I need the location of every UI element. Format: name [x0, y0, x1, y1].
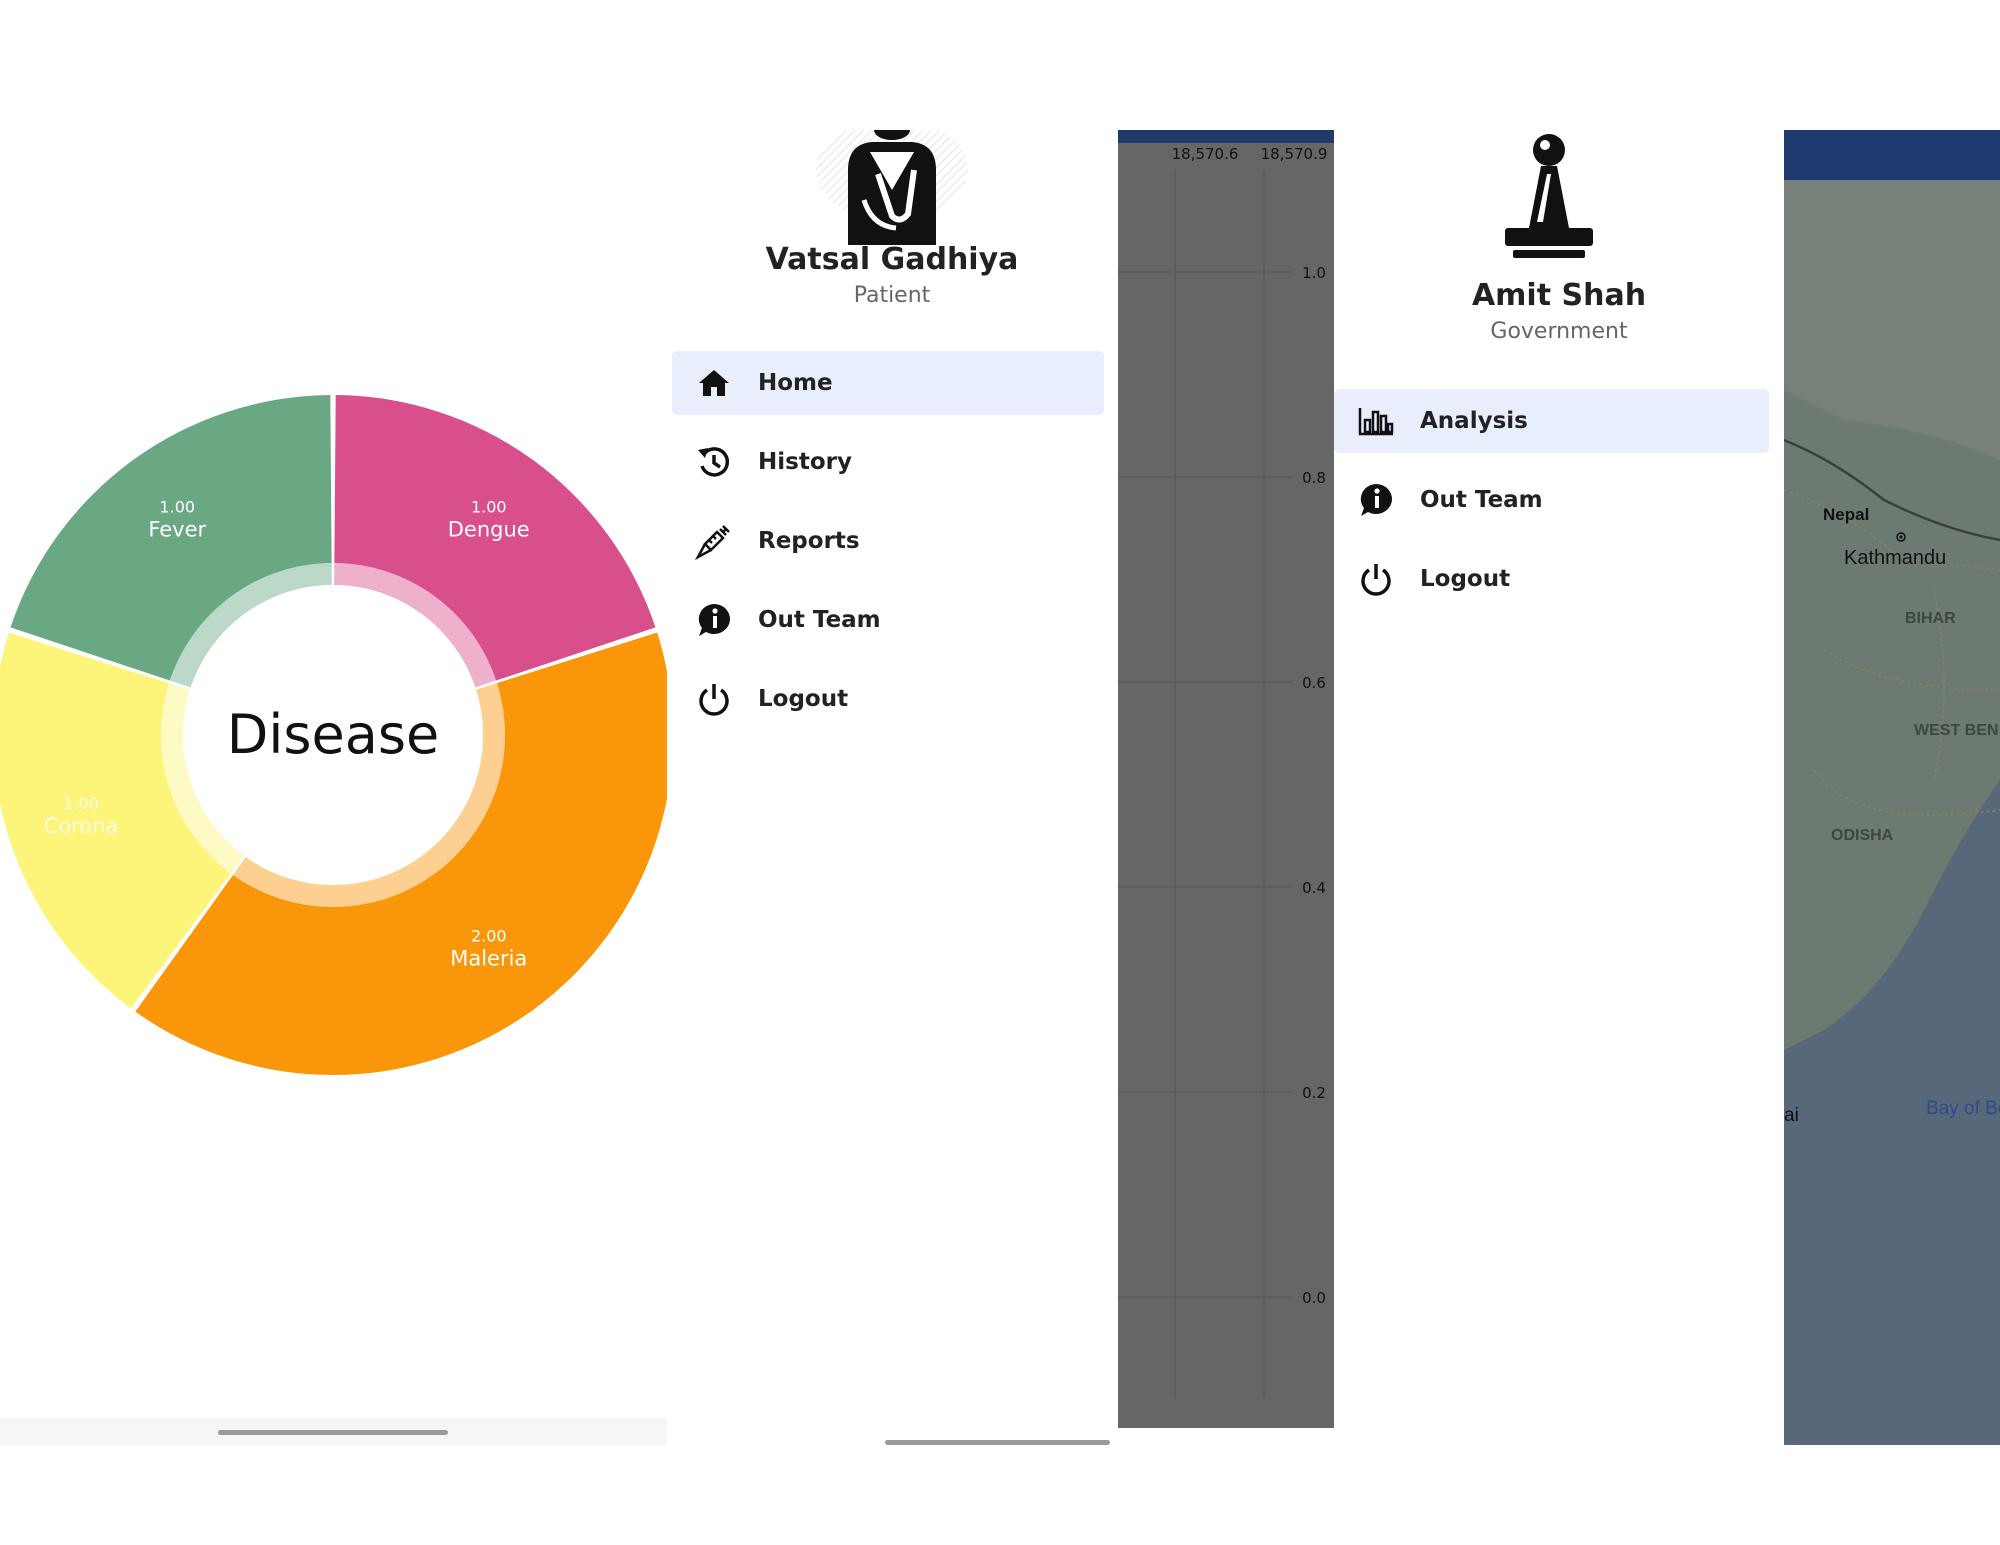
slice-value-label: 1.00 [159, 498, 195, 517]
graph-y-tick-label: 1.0 [1302, 264, 1326, 282]
graph-y-tick-label: 0.2 [1302, 1084, 1326, 1102]
government-menu: Analysis Out Team Logout [1334, 389, 1769, 626]
home-indicator[interactable] [218, 1430, 448, 1435]
power-icon [694, 679, 734, 719]
syringe-icon [694, 521, 734, 561]
donut-slice-corona[interactable] [0, 632, 231, 1009]
donut-inner-ring-maleria [233, 683, 506, 908]
menu-label-reports: Reports [758, 528, 860, 554]
patient-avatar [812, 118, 972, 245]
patient-screen: Vatsal Gadhiya Patient Home History Repo… [667, 118, 1334, 1445]
menu-label-logout: Logout [758, 686, 849, 712]
graph-y-tick-label: 0.8 [1302, 469, 1326, 487]
menu-item-logout[interactable]: Logout [1334, 547, 1766, 611]
graph-y-tick-label: 0.4 [1302, 879, 1326, 897]
menu-label-out-team: Out Team [1420, 487, 1543, 513]
menu-item-logout[interactable]: Logout [672, 667, 1104, 731]
menu-item-home[interactable]: Home [672, 351, 1104, 415]
line-graph: 18,570.6 18,570.9 1.0 0.8 0.6 0.4 0.2 0.0 [1118, 145, 1328, 1398]
info-chat-icon [1356, 480, 1396, 520]
menu-label-home: Home [758, 370, 833, 396]
history-icon [694, 442, 734, 482]
slice-value-label: 2.00 [471, 926, 507, 945]
menu-item-out-team[interactable]: Out Team [1334, 468, 1766, 532]
donut-slice-maleria[interactable] [135, 632, 667, 1076]
donut-inner-ring-corona [160, 683, 244, 874]
menu-label-history: History [758, 449, 852, 475]
slice-value-label: 1.00 [471, 498, 507, 517]
slice-category-label: Fever [148, 518, 206, 542]
map-label-odisha: ODISHA [1831, 827, 1894, 844]
menu-label-out-team: Out Team [758, 607, 881, 633]
patient-menu: Home History Reports Out Team [672, 351, 1104, 746]
map-label-nepal: Nepal [1823, 505, 1870, 524]
graph-x-tick-label: 18,570.9 [1261, 145, 1328, 163]
donut-center-label: Disease [227, 703, 439, 766]
home-icon [694, 363, 734, 403]
disease-donut-chart[interactable]: 1.00Dengue2.00Maleria1.00Corona1.00Fever… [0, 0, 667, 1100]
slice-category-label: Corona [44, 814, 119, 838]
graph-y-tick-label: 0.0 [1302, 1289, 1326, 1307]
map-label-bihar: BIHAR [1905, 610, 1956, 627]
menu-label-logout: Logout [1420, 566, 1511, 592]
bar-chart-icon [1356, 401, 1396, 441]
donut-screen: 1.00 Dengue 2.00 Maleria 1.00 Corona 1.00 Fever… [0, 0, 667, 1445]
donut-inner-ring-dengue [334, 563, 497, 688]
stamp-logo [1499, 130, 1599, 270]
donut-slice-dengue[interactable] [334, 395, 656, 681]
power-icon [1356, 559, 1396, 599]
menu-item-analysis[interactable]: Analysis [1334, 389, 1769, 453]
government-user-role: Government [1490, 319, 1628, 344]
graph-top-bar [1118, 130, 1334, 143]
menu-label-analysis: Analysis [1420, 408, 1528, 434]
map-label-west-bengal: WEST BEN [1914, 722, 1999, 739]
map-label-kathmandu: Kathmandu [1844, 547, 1947, 569]
donut-slice-fever[interactable] [10, 395, 332, 681]
map-panel[interactable]: Nepal Kathmandu BIHAR WEST BEN ODISHA Ba… [1784, 130, 2000, 1445]
donut-inner-ring-fever [169, 563, 332, 688]
patient-name: Vatsal Gadhiya [765, 242, 1019, 277]
info-chat-icon [694, 600, 734, 640]
slice-value-label: 1.00 [63, 794, 99, 813]
menu-item-reports[interactable]: Reports [672, 509, 1104, 573]
government-screen: Amit Shah Government Analysis Out Team L… [1334, 130, 2000, 1445]
slice-category-label: Maleria [450, 946, 527, 970]
donut-hole [183, 585, 483, 885]
map-label-bay-of-bengal: Bay of Be [1926, 1098, 2000, 1119]
map-view[interactable] [1784, 130, 2000, 1445]
menu-item-history[interactable]: History [672, 430, 1104, 494]
government-drawer: Amit Shah Government Analysis Out Team L… [1334, 130, 1784, 1445]
home-indicator[interactable] [885, 1440, 1110, 1445]
graph-y-tick-label: 0.6 [1302, 674, 1326, 692]
slice-category-label: Dengue [448, 518, 530, 542]
patient-drawer: Vatsal Gadhiya Patient Home History Repo… [667, 118, 1117, 1445]
map-label-partial-city: ai [1784, 1105, 1799, 1126]
menu-item-out-team[interactable]: Out Team [672, 588, 1104, 652]
government-user-name: Amit Shah [1471, 278, 1647, 313]
graph-panel[interactable]: 18,570.6 18,570.9 1.0 0.8 0.6 0.4 0.2 0.0 [1118, 130, 1334, 1428]
patient-role: Patient [853, 283, 931, 308]
graph-x-tick-label: 18,570.6 [1172, 145, 1239, 163]
